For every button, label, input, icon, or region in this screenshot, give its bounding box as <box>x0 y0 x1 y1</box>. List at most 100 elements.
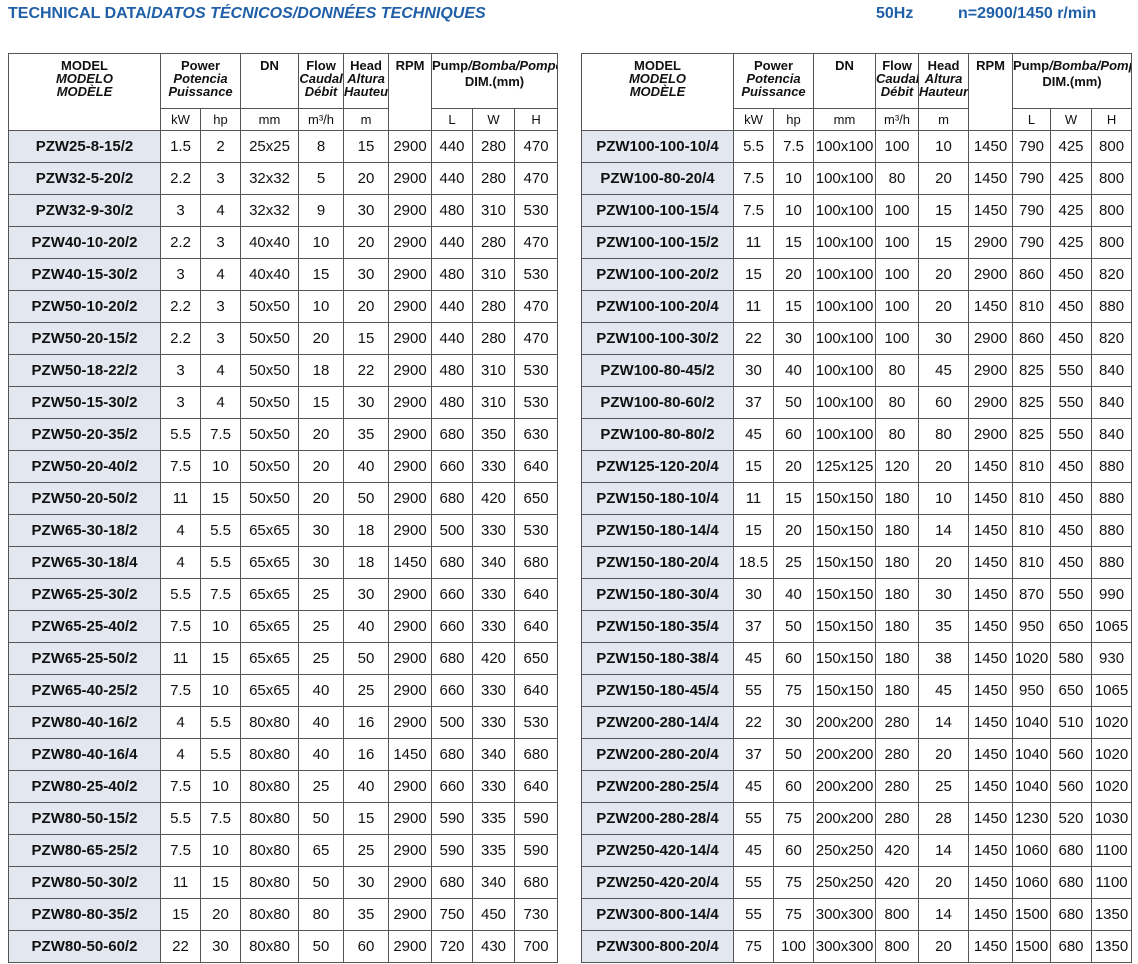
cell: 660 <box>431 578 474 611</box>
unit: H <box>1091 108 1133 131</box>
cell: 810 <box>1012 514 1052 547</box>
cell: 1450 <box>968 706 1014 739</box>
cell: 450 <box>1050 514 1093 547</box>
cell: 150x150 <box>813 642 877 675</box>
cell: 560 <box>1050 738 1093 771</box>
cell: 990 <box>1091 578 1133 611</box>
model-cell: PZW150-180-14/4 <box>581 514 734 547</box>
cell: 50x50 <box>240 290 300 323</box>
cell: 560 <box>1050 770 1093 803</box>
cell: 200x200 <box>813 770 877 803</box>
data-row: PZW150-180-20/4 18.5 25 150x150 180 20 1450 810… <box>581 546 1133 579</box>
cell: 1040 <box>1012 706 1052 739</box>
frequency: 50Hz <box>876 5 914 22</box>
cell: 5.5 <box>160 418 201 451</box>
unit: hp <box>772 108 815 131</box>
data-row: PZW100-80-45/2 30 40 100x100 80 45 2900 825 550 8… <box>581 354 1133 387</box>
model-cell: PZW100-80-80/2 <box>581 418 734 451</box>
cell: 25 <box>298 642 345 675</box>
cell: 65x65 <box>240 674 300 707</box>
cell: 30 <box>733 354 774 387</box>
cell: 20 <box>298 418 345 451</box>
cell: 1350 <box>1091 930 1133 963</box>
model-cell: PZW32-5-20/2 <box>8 162 161 195</box>
cell: 500 <box>431 514 474 547</box>
cell: 425 <box>1050 226 1093 259</box>
cell: 1065 <box>1091 674 1133 707</box>
cell: 20 <box>918 738 970 771</box>
data-row: PZW150-180-14/4 15 20 150x150 180 14 1450 810 45… <box>581 514 1133 547</box>
cell: 2900 <box>388 482 433 515</box>
cell: 660 <box>431 674 474 707</box>
cell: 75 <box>772 898 815 931</box>
cell: 860 <box>1012 322 1052 355</box>
cell: 425 <box>1050 162 1093 195</box>
cell: 800 <box>1091 194 1133 227</box>
model-cell: PZW80-80-35/2 <box>8 898 161 931</box>
data-row: PZW100-80-20/4 7.5 10 100x100 80 20 1450 790 425… <box>581 162 1133 195</box>
cell: 800 <box>1091 162 1133 195</box>
cell: 65x65 <box>240 642 300 675</box>
cell: 65x65 <box>240 514 300 547</box>
cell: 200x200 <box>813 802 877 835</box>
cell: 2900 <box>388 226 433 259</box>
rpm-header: RPM <box>388 53 433 131</box>
cell: 10 <box>298 226 345 259</box>
cell: 800 <box>875 898 920 931</box>
cell: 20 <box>918 866 970 899</box>
cell: 2900 <box>388 258 433 291</box>
cell: 680 <box>1050 898 1093 931</box>
cell: 100x100 <box>813 130 877 163</box>
data-row: PZW80-50-30/2 11 15 80x80 50 30 2900 680 340 680 <box>8 866 559 899</box>
cell: 2900 <box>388 930 433 963</box>
model-cell: PZW80-50-30/2 <box>8 866 161 899</box>
cell: 450 <box>1050 482 1093 515</box>
cell: 335 <box>472 834 516 867</box>
cell: 3 <box>199 290 242 323</box>
cell: 680 <box>431 866 474 899</box>
cell: 15 <box>199 866 242 899</box>
data-row: PZW25-8-15/2 1.5 2 25x25 8 15 2900 440 280 470 <box>8 130 559 163</box>
cell: 2900 <box>388 770 433 803</box>
cell: 3 <box>199 226 242 259</box>
cell: 40 <box>298 738 345 771</box>
cell: 440 <box>431 130 474 163</box>
model-header: MODEL MODELO MODÈLE <box>8 53 161 131</box>
cell: 180 <box>875 674 920 707</box>
data-row: PZW150-180-38/4 45 60 150x150 180 38 1450 1020 5… <box>581 642 1133 675</box>
model-cell: PZW80-25-40/2 <box>8 770 161 803</box>
cell: 65x65 <box>240 578 300 611</box>
head-header: Head Altura Hauteur <box>918 53 970 109</box>
model-cell: PZW80-40-16/4 <box>8 738 161 771</box>
cell: 1450 <box>968 898 1014 931</box>
cell: 1450 <box>968 450 1014 483</box>
cell: 790 <box>1012 226 1052 259</box>
cell: 20 <box>298 450 345 483</box>
flow-header-label: Débit <box>880 84 914 99</box>
cell: 510 <box>1050 706 1093 739</box>
cell: 640 <box>514 578 559 611</box>
cell: 55 <box>733 866 774 899</box>
cell: 125x125 <box>813 450 877 483</box>
cell: 1450 <box>388 546 433 579</box>
flow-header-label: Flow <box>882 58 912 73</box>
model-label: MODÈLE <box>629 84 686 99</box>
cell: 340 <box>472 546 516 579</box>
cell: 1500 <box>1012 898 1052 931</box>
cell: 25 <box>298 578 345 611</box>
cell: 25 <box>343 834 390 867</box>
cell: 800 <box>1091 226 1133 259</box>
dim-label: Pump <box>1013 58 1050 73</box>
cell: 480 <box>431 258 474 291</box>
cell: 330 <box>472 514 516 547</box>
power-header: Power Potencia Puissance <box>159 53 242 109</box>
cell: 810 <box>1012 450 1052 483</box>
data-row: PZW65-25-50/2 11 15 65x65 25 50 2900 680 420 650 <box>8 642 559 675</box>
data-row: PZW32-9-30/2 3 4 32x32 9 30 2900 480 310 530 <box>8 194 559 227</box>
cell: 590 <box>514 834 559 867</box>
cell: 825 <box>1012 386 1052 419</box>
unit: m³/h <box>875 108 920 131</box>
cell: 45 <box>733 834 774 867</box>
cell: 10 <box>918 130 970 163</box>
cell: 2900 <box>388 706 433 739</box>
